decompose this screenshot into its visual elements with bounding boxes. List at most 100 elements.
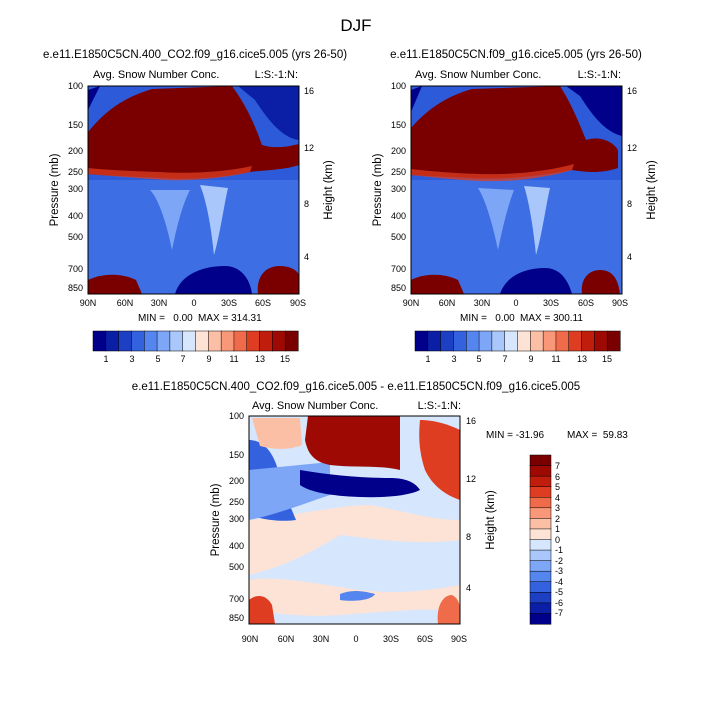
p1-xtick-30s: 30S xyxy=(221,298,237,308)
cb3-label-6: 6 xyxy=(555,472,560,482)
p1-rtick-4: 4 xyxy=(304,252,309,262)
p2-rtick-4: 4 xyxy=(627,252,632,262)
p3-ytick-250: 250 xyxy=(229,497,244,507)
panel-3-subtitle-right: L:S:-1:N: xyxy=(418,400,461,412)
cb1-label-15: 15 xyxy=(280,354,290,364)
p2-xtick-90s: 90S xyxy=(612,298,628,308)
panel-2-dark-band-left xyxy=(411,86,422,112)
p2-rtick-12: 12 xyxy=(627,143,637,153)
cb2-label-13: 13 xyxy=(577,354,587,364)
panel-2-y-ticks: 100 150 200 250 300 400 500 700 850 xyxy=(391,81,406,293)
panel-3-dark-band xyxy=(300,470,420,498)
cb3-label-5: 5 xyxy=(555,482,560,492)
panel-3-x-ticks: 90N 60N 30N 0 30S 60S 90S xyxy=(242,634,467,644)
p3-ytick-300: 300 xyxy=(229,514,244,524)
cb1-label-7: 7 xyxy=(180,354,185,364)
panel-3-red-top-mid xyxy=(305,416,400,470)
cb3-swatch-14 xyxy=(529,602,552,614)
panel-2: e.e11.E1850C5CN.f09_g16.cice5.005 (yrs 2… xyxy=(372,49,658,364)
panel-1-lower-ice-right xyxy=(257,266,299,294)
panel-2-title: e.e11.E1850C5CN.f09_g16.cice5.005 (yrs 2… xyxy=(390,49,642,61)
panel-2-lower-ice-right xyxy=(581,270,620,294)
p2-ytick-100: 100 xyxy=(391,81,406,91)
p3-ytick-100: 100 xyxy=(229,411,244,421)
cb3-label-7: 7 xyxy=(555,461,560,471)
cb3-swatch-1 xyxy=(529,465,552,477)
p2-ytick-250: 250 xyxy=(391,167,406,177)
cb2-swatch-0 xyxy=(414,330,429,352)
panel-2-upper-edge xyxy=(411,164,574,182)
cb2-swatch-6 xyxy=(491,330,506,352)
panel-3-blue-spot xyxy=(340,591,375,601)
panel-3: e.e11.E1850C5CN.400_CO2.f09_g16.cice5.00… xyxy=(132,381,629,644)
cb1-swatch-5 xyxy=(156,330,171,352)
panel-2-light-spot-mid xyxy=(478,188,514,250)
cb3-label-m1: -1 xyxy=(555,545,563,555)
p2-rtick-8: 8 xyxy=(627,199,632,209)
panel-2-ylabel: Pressure (mb) xyxy=(372,153,384,226)
cb3-swatch-12 xyxy=(529,581,552,593)
panel-3-red-top-right xyxy=(419,420,460,500)
panel-1-upper-ice-mass xyxy=(88,86,299,179)
panel-3-subtitle-left: Avg. Snow Number Conc. xyxy=(252,400,378,412)
figure-title: DJF xyxy=(340,16,371,35)
p2-ytick-700: 700 xyxy=(391,264,406,274)
cb1-swatch-2 xyxy=(118,330,132,352)
p1-rtick-12: 12 xyxy=(304,143,314,153)
cb2-swatch-11 xyxy=(555,330,570,352)
p2-ytick-500: 500 xyxy=(391,232,406,242)
p1-xtick-60n: 60N xyxy=(117,298,134,308)
cb3-label-m4: -4 xyxy=(555,577,563,587)
panel-1: e.e11.E1850C5CN.400_CO2.f09_g16.cice5.00… xyxy=(43,49,347,364)
cb3-swatch-15 xyxy=(529,613,552,625)
panel-2-x-ticks: 90N 60N 30N 0 30S 60S 90S xyxy=(403,298,628,308)
cb2-swatch-12 xyxy=(568,330,583,352)
p1-rtick-16: 16 xyxy=(304,86,314,96)
cb3-swatch-4 xyxy=(529,497,552,509)
cb2-label-15: 15 xyxy=(602,354,612,364)
p2-xtick-30n: 30N xyxy=(474,298,491,308)
cb2-swatch-2 xyxy=(440,330,454,352)
p3-xtick-0: 0 xyxy=(353,634,358,644)
cb2-swatch-1 xyxy=(427,330,442,352)
panel-3-colorbar-labels: 7 6 5 4 3 2 1 0 -1 -2 -3 -4 -5 -6 -7 xyxy=(555,461,563,618)
cb2-swatch-9 xyxy=(530,330,544,352)
panel-3-ylabel: Pressure (mb) xyxy=(210,483,222,556)
panel-2-ylabel-right: Height (km) xyxy=(646,160,658,220)
panel-3-light-top-left xyxy=(252,418,302,449)
cb3-swatch-3 xyxy=(529,486,552,498)
p3-rtick-16: 16 xyxy=(466,416,476,426)
panel-1-y-ticks: 100 150 200 250 300 400 500 700 850 xyxy=(68,81,83,293)
cb3-swatch-9 xyxy=(529,549,552,562)
cb2-swatch-7 xyxy=(504,330,519,352)
panel-2-max: MAX = 300.11 xyxy=(520,313,583,324)
cb1-swatch-14 xyxy=(272,330,286,352)
p3-xtick-60n: 60N xyxy=(278,634,295,644)
cb2-swatch-5 xyxy=(478,330,493,352)
cb1-swatch-15 xyxy=(284,330,299,352)
p1-ytick-700: 700 xyxy=(68,264,83,274)
p2-ytick-850: 850 xyxy=(391,283,406,293)
cb3-swatch-5 xyxy=(529,507,552,519)
cb3-label-4: 4 xyxy=(555,493,560,503)
cb1-label-3: 3 xyxy=(129,354,134,364)
panel-3-red-bottom-right xyxy=(437,595,460,624)
p1-xtick-90n: 90N xyxy=(80,298,97,308)
p3-xtick-90n: 90N xyxy=(242,634,259,644)
p3-ytick-500: 500 xyxy=(229,562,244,572)
cb3-label-m2: -2 xyxy=(555,556,563,566)
cb1-label-13: 13 xyxy=(255,354,265,364)
panel-3-title: e.e11.E1850C5CN.400_CO2.f09_g16.cice5.00… xyxy=(132,381,580,393)
cb1-swatch-12 xyxy=(246,330,261,352)
panel-1-lower-dark xyxy=(175,266,252,294)
cb3-swatch-13 xyxy=(529,592,552,604)
panel-3-y-ticks: 100 150 200 250 300 400 500 700 850 xyxy=(229,411,244,623)
p3-rtick-12: 12 xyxy=(466,474,476,484)
panel-1-y-right-ticks: 16 12 8 4 xyxy=(304,86,314,262)
cb1-swatch-1 xyxy=(105,330,120,352)
panel-2-colorbar-labels: 1 3 5 7 9 11 13 15 xyxy=(425,354,612,364)
p1-ytick-150: 150 xyxy=(68,120,83,130)
panel-3-warm-lower-band xyxy=(249,505,460,575)
p3-ytick-200: 200 xyxy=(229,476,244,486)
cb1-label-1: 1 xyxy=(103,354,108,364)
